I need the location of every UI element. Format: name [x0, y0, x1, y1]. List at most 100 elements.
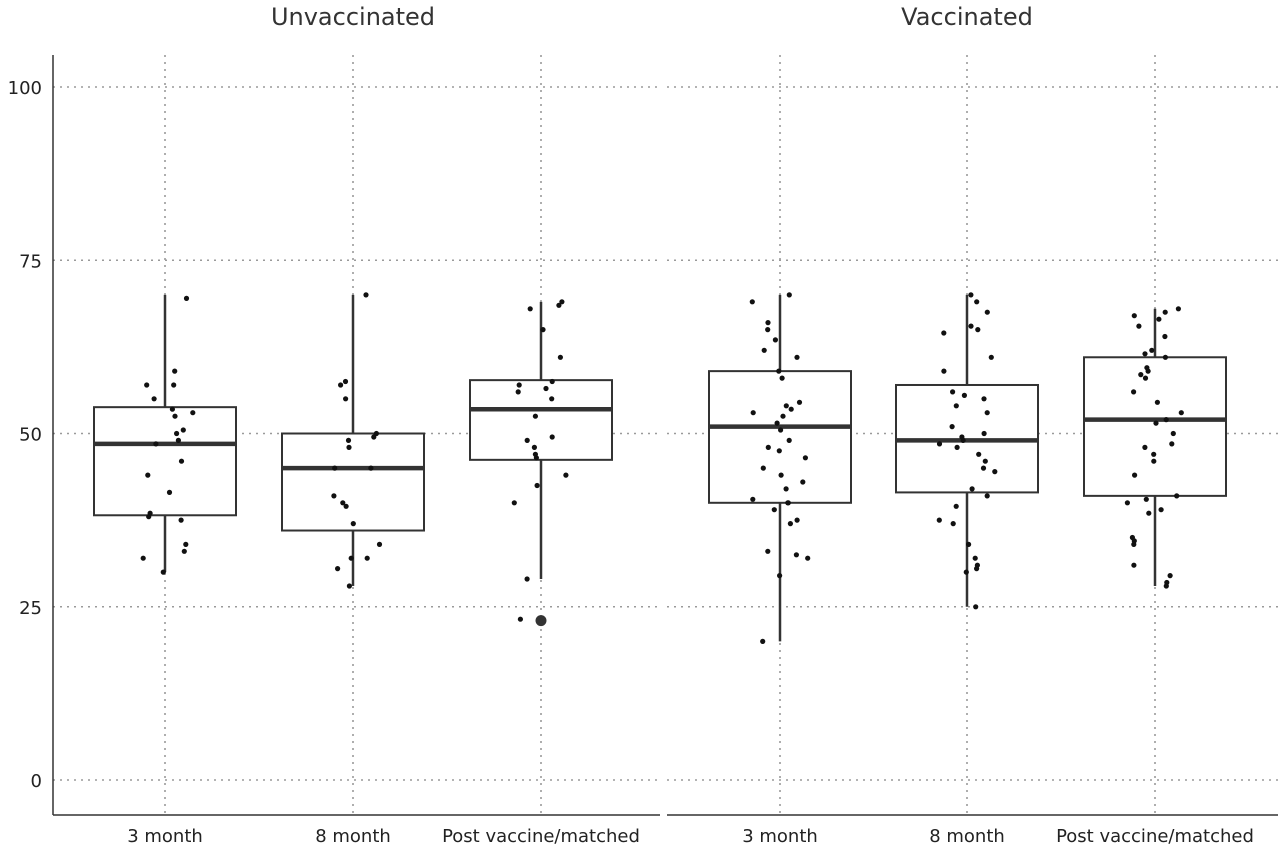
data-point: [1162, 354, 1168, 360]
box-group-post-vaccine-matched: [1083, 306, 1227, 589]
data-point: [371, 434, 377, 440]
data-point: [1132, 472, 1138, 478]
y-tick-label: 75: [19, 251, 42, 272]
data-point: [761, 347, 767, 353]
iqr-box: [93, 406, 237, 517]
data-point: [343, 503, 349, 509]
data-point: [146, 514, 152, 520]
data-point: [178, 517, 184, 523]
data-point: [950, 389, 956, 395]
data-point: [368, 465, 374, 471]
data-point: [144, 382, 150, 388]
data-point: [960, 437, 966, 443]
data-point: [794, 354, 800, 360]
data-point: [524, 437, 530, 443]
data-point: [1136, 323, 1142, 329]
data-point: [1142, 351, 1148, 357]
data-point: [549, 378, 555, 385]
data-point: [785, 500, 791, 506]
data-point: [765, 444, 771, 450]
outlier-point: [535, 615, 547, 627]
data-point: [794, 517, 800, 523]
data-point: [800, 479, 806, 485]
x-tick-label: 3 month: [127, 826, 203, 847]
data-point: [749, 299, 755, 305]
data-point: [350, 521, 356, 527]
data-point: [1151, 451, 1157, 457]
data-point: [1131, 541, 1137, 548]
data-point: [171, 382, 177, 388]
data-point: [774, 420, 780, 426]
data-point: [776, 368, 782, 374]
data-point: [972, 555, 978, 561]
data-point: [750, 496, 756, 502]
data-point: [1131, 389, 1137, 395]
x-tick-label: 3 month: [742, 826, 818, 847]
data-point: [778, 472, 784, 478]
data-point: [777, 573, 783, 579]
data-point: [540, 327, 546, 333]
data-point: [517, 616, 524, 622]
data-point: [776, 448, 782, 454]
x-tick-label: Post vaccine/matched: [1056, 826, 1254, 847]
data-point: [190, 410, 196, 416]
data-point: [556, 302, 562, 308]
data-point: [1142, 375, 1149, 381]
data-point: [1146, 510, 1152, 516]
data-point: [346, 444, 352, 450]
data-point: [516, 382, 522, 388]
data-point: [760, 638, 766, 645]
data-point: [172, 368, 178, 374]
data-point: [183, 295, 190, 301]
data-point: [376, 541, 383, 548]
data-point: [1131, 562, 1137, 568]
iqr-box: [1083, 356, 1227, 497]
panel-unvaccinated: Unvaccinated 0 25 50 75 100 3 month 8 month Post…: [8, 3, 660, 847]
data-point: [765, 320, 771, 326]
data-point: [786, 437, 792, 443]
data-point: [140, 555, 146, 561]
data-point: [342, 378, 349, 385]
data-point: [557, 354, 564, 360]
data-point: [966, 541, 972, 548]
data-point: [563, 472, 569, 478]
data-point: [787, 521, 794, 527]
data-point: [750, 410, 756, 416]
panel-title: Vaccinated: [901, 3, 1033, 31]
data-point: [953, 503, 959, 509]
data-point: [153, 441, 159, 447]
data-point: [981, 396, 987, 402]
data-point: [788, 406, 794, 412]
data-point: [160, 569, 166, 575]
data-point: [771, 507, 777, 513]
box-group-8-month: [281, 292, 425, 589]
y-tick-label: 50: [19, 425, 42, 446]
data-point: [183, 541, 189, 548]
data-point: [973, 604, 979, 610]
data-point: [348, 555, 354, 561]
data-point: [968, 292, 974, 298]
data-point: [346, 583, 352, 589]
data-point: [974, 299, 980, 305]
data-point: [1163, 583, 1169, 589]
data-point: [936, 517, 942, 523]
data-point: [340, 500, 346, 506]
data-point: [988, 354, 994, 360]
data-point: [1145, 368, 1151, 374]
data-point: [941, 368, 947, 374]
data-point: [760, 465, 766, 471]
data-point: [1162, 333, 1168, 340]
panel-title: Unvaccinated: [271, 3, 435, 31]
panel-vaccinated: Vaccinated 3 month 8 month Post vaccine/mat…: [667, 3, 1278, 847]
box-group-post-vaccine-matched: [469, 299, 613, 627]
data-point: [515, 389, 521, 395]
data-point: [969, 486, 975, 492]
data-point: [332, 465, 338, 471]
data-point: [953, 403, 959, 409]
data-point: [765, 327, 771, 333]
data-point: [1149, 347, 1155, 353]
data-point: [796, 399, 803, 405]
data-point: [974, 566, 980, 572]
data-point: [1143, 496, 1149, 502]
data-point: [549, 396, 555, 402]
